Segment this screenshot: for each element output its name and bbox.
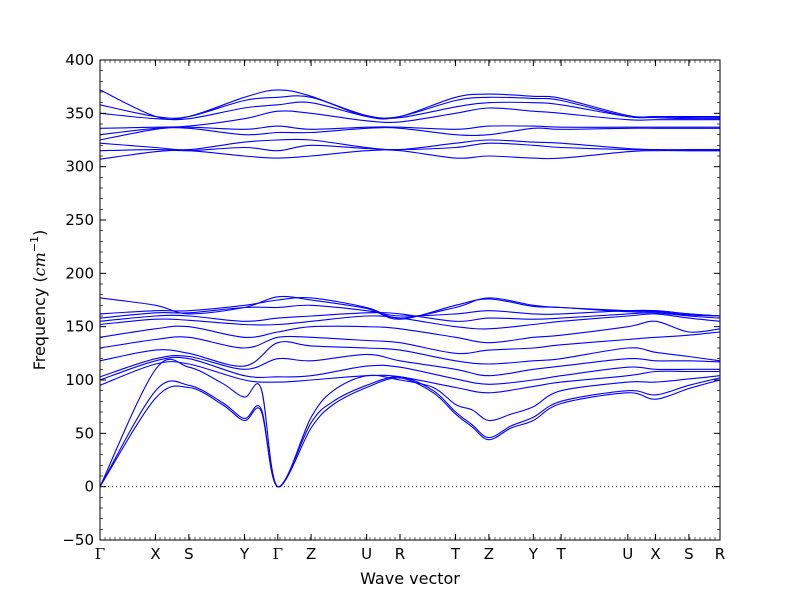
x-tick-label: U [622,545,633,563]
y-axis-title-exponent: −1 [28,236,41,252]
x-tick-label: S [684,545,694,563]
y-tick-label: −50 [62,531,94,549]
x-tick-label: X [150,545,160,563]
y-tick-label: 0 [84,478,94,496]
x-tick-label: Z [306,545,316,563]
band-line-20 [99,107,720,129]
band-line-7 [99,341,721,367]
x-tick-label: T [450,545,461,563]
x-tick-label: R [715,545,725,563]
band-line-1 [99,377,721,488]
band-line-3 [99,358,721,488]
band-line-8 [99,331,721,355]
band-line-10 [99,313,721,330]
x-tick-label: Y [528,545,539,563]
band-line-13 [99,296,721,319]
band-line-5 [99,356,720,385]
band-line-9 [99,320,721,344]
plot-frame [99,59,721,541]
x-tick-label: T [556,545,567,563]
band-line-11 [99,312,721,322]
x-tick-label: Z [484,545,494,563]
band-line-23 [99,89,720,120]
x-tick-label: Γ [95,545,105,563]
band-line-4 [99,361,720,394]
x-tick-label: S [184,545,194,563]
x-tick-label: R [395,545,405,563]
x-tick-label: U [361,545,372,563]
y-tick-label: 100 [65,371,94,389]
y-tick-label: 300 [65,158,94,176]
band-line-15 [99,149,720,160]
y-axis-title: Frequency (cm−1) [28,230,49,371]
y-axis-title-unit: cm [30,252,49,276]
x-axis-title: Wave vector [360,569,460,588]
x-tick-label: Γ [273,545,283,563]
y-axis-title-suffix: ) [30,230,49,236]
band-line-14 [99,295,721,320]
band-line-17 [99,138,720,151]
y-tick-label: 150 [65,318,94,336]
y-tick-label: 50 [75,424,94,442]
y-tick-label: 200 [65,264,94,282]
band-lines [99,89,721,488]
y-tick-label: 250 [65,211,94,229]
x-tick-label: Y [239,545,250,563]
y-axis-title-prefix: Frequency ( [30,276,49,370]
band-line-6 [99,353,721,378]
y-tick-labels: −50 0 50 100 150 200 250 300 350 400 [62,51,94,549]
band-line-18 [99,127,720,141]
x-tick-label: X [650,545,660,563]
y-tick-label: 350 [65,104,94,122]
band-line-19 [99,125,720,136]
y-tick-label: 400 [65,51,94,69]
